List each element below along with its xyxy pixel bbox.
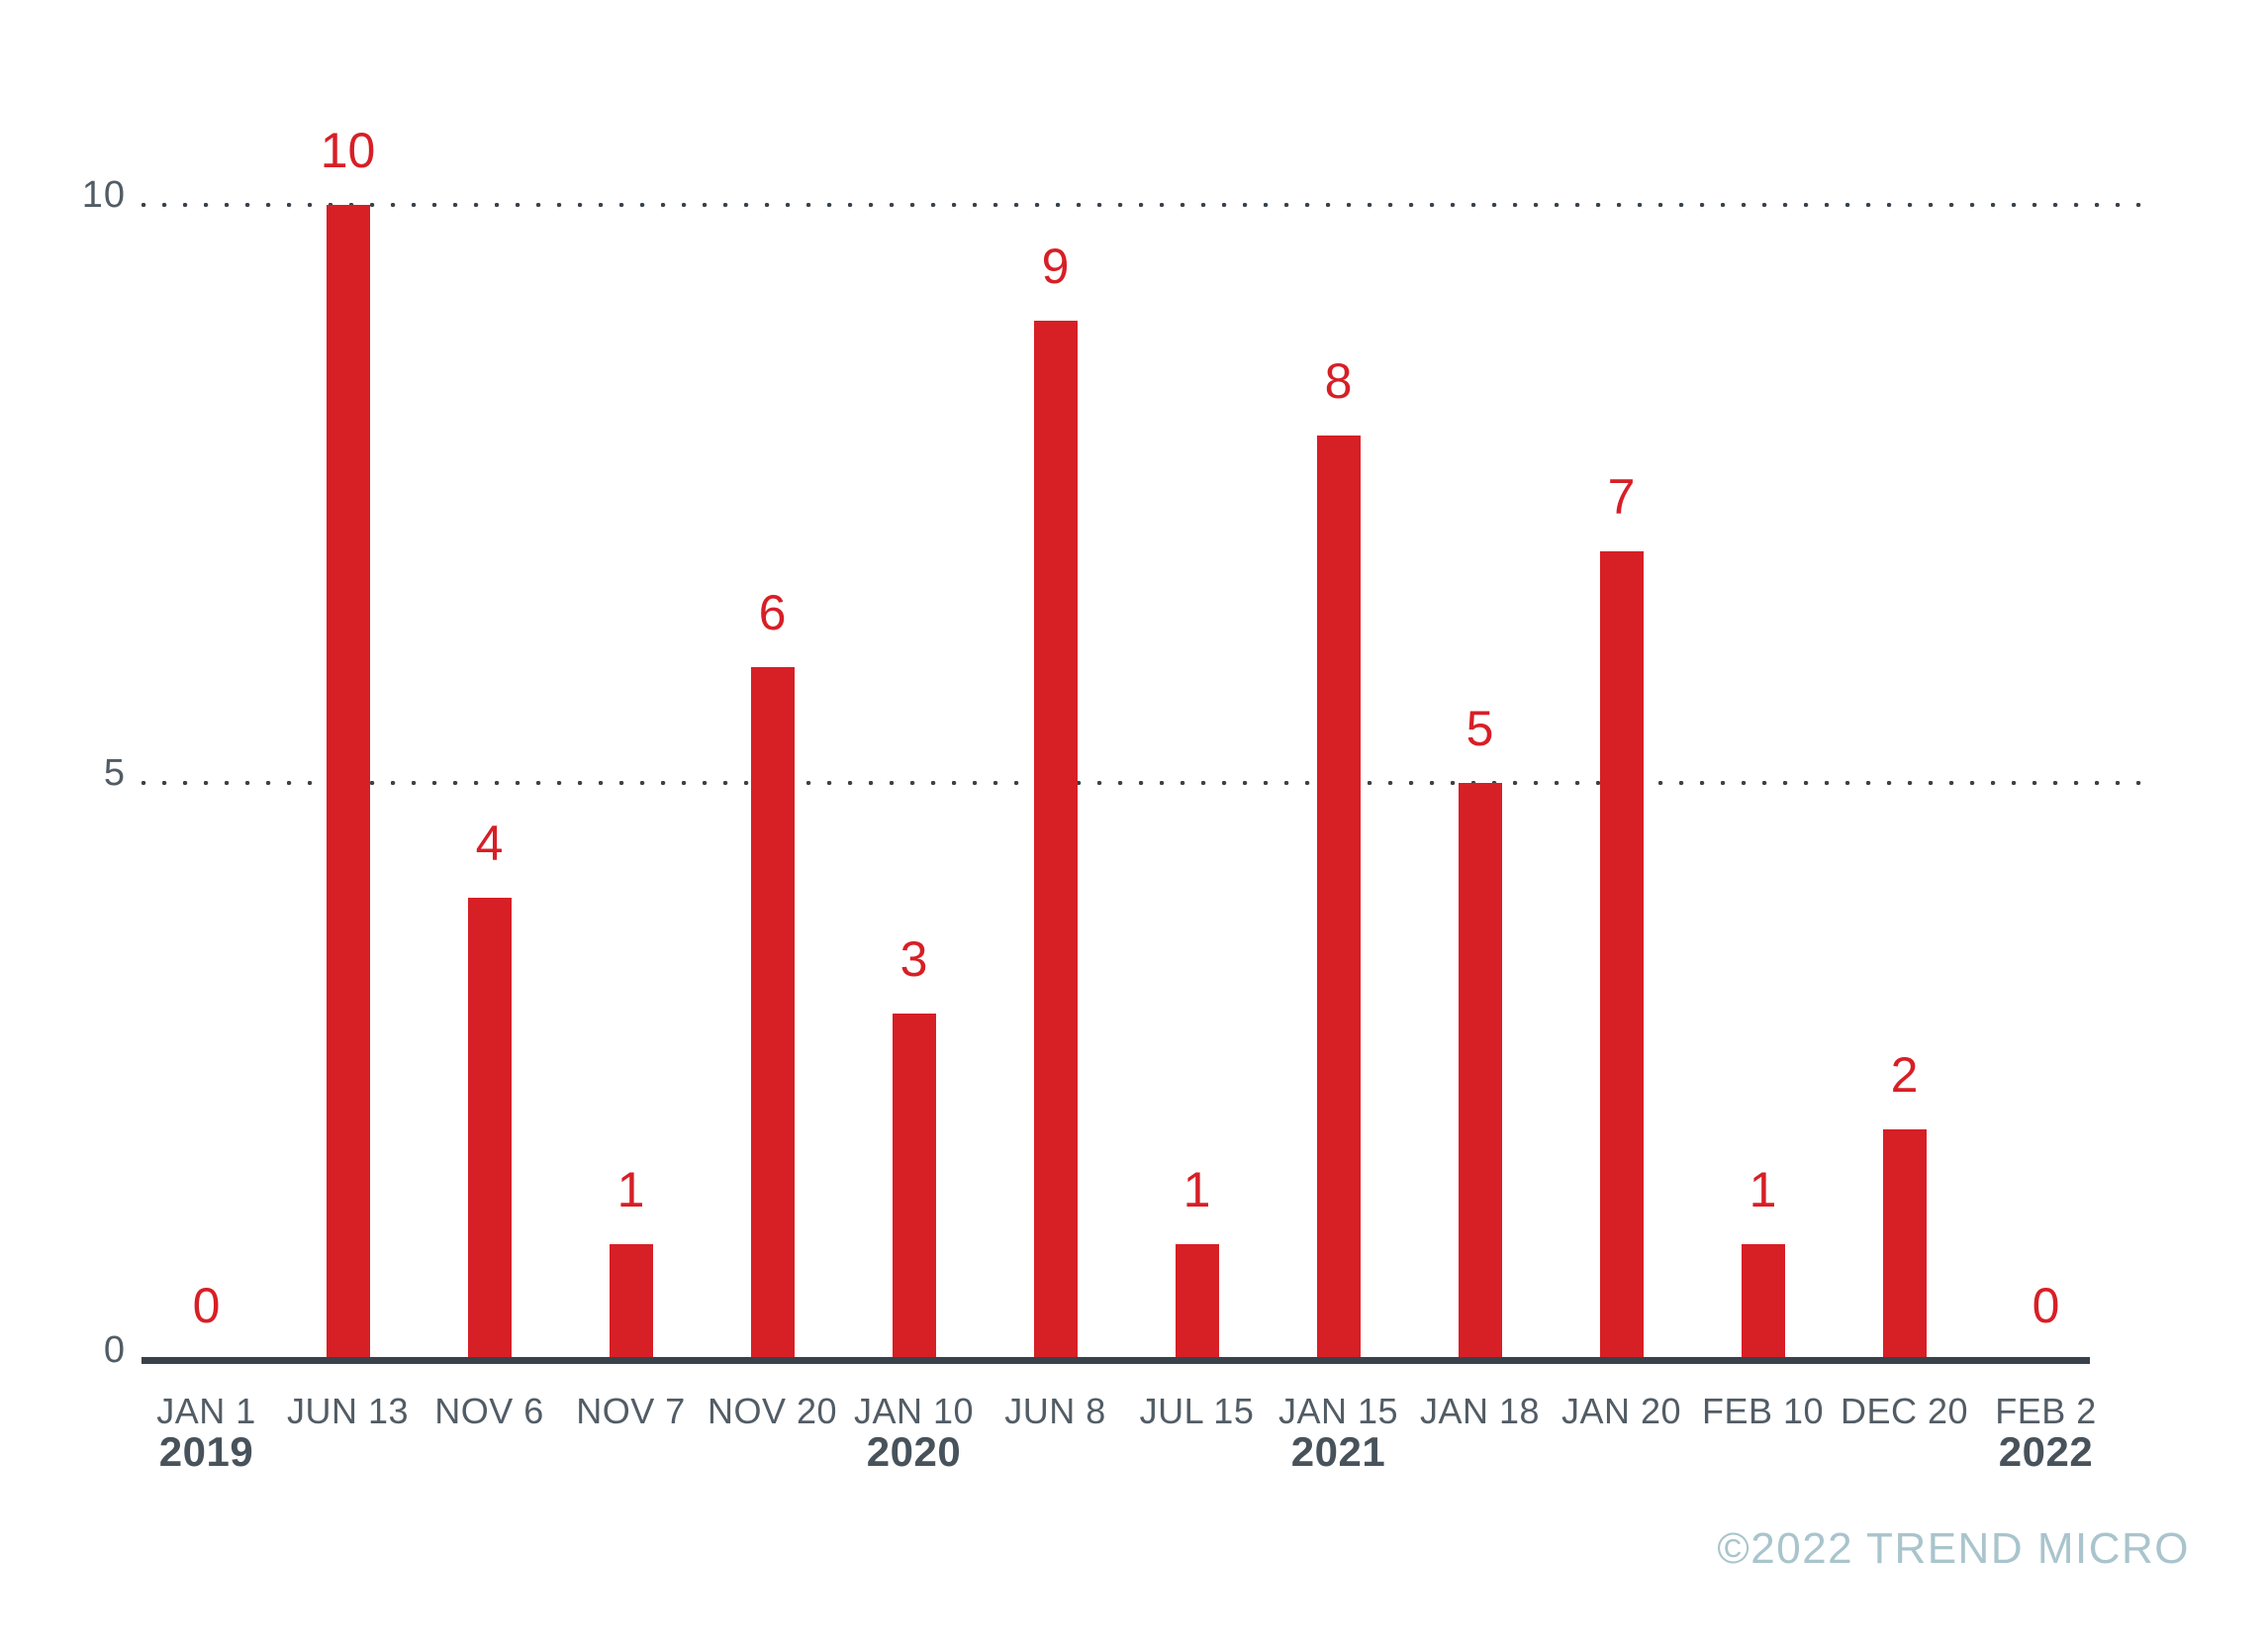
x-axis-date-label: NOV 20 xyxy=(707,1391,838,1431)
x-axis-date-label: JUN 13 xyxy=(286,1391,410,1431)
x-axis-year-label: 2020 xyxy=(866,1428,962,1475)
y-axis-tick-label: 5 xyxy=(103,751,126,794)
y-axis-tick-label: 10 xyxy=(81,174,126,216)
x-axis-date-label: FEB 10 xyxy=(1701,1391,1825,1431)
bar-value-label: 3 xyxy=(899,930,928,987)
x-axis-date-label: DEC 20 xyxy=(1840,1391,1969,1431)
bar[interactable] xyxy=(1599,551,1644,1360)
bar-value-label: 9 xyxy=(1041,238,1070,294)
y-axis-tick-label: 0 xyxy=(103,1329,126,1371)
x-axis-date-label: NOV 7 xyxy=(576,1391,686,1431)
x-axis-date-label: NOV 6 xyxy=(434,1391,544,1431)
bar-value-label: 0 xyxy=(2032,1278,2060,1333)
bar[interactable] xyxy=(1033,320,1078,1360)
bar-value-label: 1 xyxy=(1182,1162,1211,1218)
x-axis-date-label: JAN 15 xyxy=(1277,1391,1399,1431)
x-axis-date-label: JUN 8 xyxy=(1004,1391,1106,1431)
bar-value-label: 2 xyxy=(1890,1046,1919,1103)
bar-value-label: 6 xyxy=(758,584,787,640)
bar[interactable] xyxy=(892,1013,936,1360)
x-axis-date-label: JAN 18 xyxy=(1419,1391,1541,1431)
x-axis-line xyxy=(142,1357,2090,1364)
gridline-5 xyxy=(142,780,2144,785)
x-axis-year-label: 2019 xyxy=(158,1428,254,1475)
x-axis-date-label: JAN 1 xyxy=(156,1391,256,1431)
copyright-watermark: ©2022 TREND MICRO xyxy=(1717,1524,2190,1573)
bar[interactable] xyxy=(1316,436,1361,1360)
bar-value-label: 4 xyxy=(475,816,504,872)
gridline-10 xyxy=(142,203,2144,207)
bar-value-label: 8 xyxy=(1324,353,1353,410)
x-axis-date-label: FEB 2 xyxy=(1995,1391,2097,1431)
bar-value-label: 0 xyxy=(192,1278,221,1333)
bar[interactable] xyxy=(750,666,795,1360)
x-axis-date-label: JAN 20 xyxy=(1560,1391,1682,1431)
bar-value-label: 5 xyxy=(1465,700,1494,756)
bar[interactable] xyxy=(1458,782,1502,1360)
bar[interactable] xyxy=(609,1244,653,1360)
bar-value-label: 10 xyxy=(320,123,376,178)
bar-value-label: 1 xyxy=(1748,1162,1777,1218)
bar[interactable] xyxy=(1175,1244,1219,1360)
x-axis-year-label: 2022 xyxy=(1998,1428,2094,1475)
bar[interactable] xyxy=(1741,1244,1785,1360)
x-axis-date-label: JAN 10 xyxy=(853,1391,975,1431)
bar-value-label: 1 xyxy=(616,1162,645,1218)
bar[interactable] xyxy=(467,898,512,1360)
bar[interactable] xyxy=(1882,1128,1927,1360)
bar-value-label: 7 xyxy=(1607,469,1636,526)
bar[interactable] xyxy=(326,205,370,1360)
x-axis-date-label: JUL 15 xyxy=(1139,1391,1255,1431)
x-axis-year-label: 2021 xyxy=(1290,1428,1386,1475)
